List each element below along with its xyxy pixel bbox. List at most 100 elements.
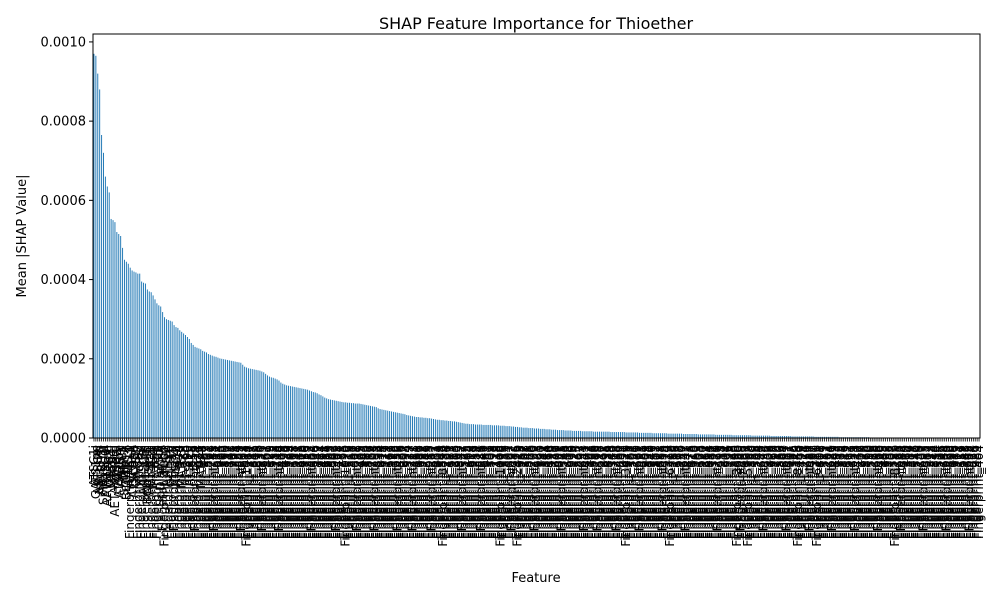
- bar-46: [179, 330, 181, 438]
- bar-147: [371, 406, 373, 438]
- x-tick-label: Fingerprint_436: [600, 445, 614, 539]
- bar-133: [345, 402, 347, 438]
- bar-112: [305, 389, 307, 438]
- bar-326: [713, 434, 715, 438]
- x-tick-label: Fingerprint_178: [173, 445, 187, 539]
- x-tick-label: Fingerprint_44: [272, 445, 286, 531]
- x-tick-label: Fingerprint_659: [846, 445, 860, 539]
- x-tick-label: Fingerprint_834: [928, 445, 942, 539]
- bar-283: [631, 432, 633, 438]
- x-tick-label: Fingerprint_438: [331, 445, 345, 539]
- bar-375: [806, 436, 808, 438]
- bar-261: [589, 431, 591, 438]
- bar-238: [545, 429, 547, 438]
- bar-202: [476, 424, 478, 438]
- x-tick-label: Fingerprint_347: [346, 445, 360, 539]
- x-tick-label: Fingerprint_559: [955, 445, 969, 539]
- bar-223: [516, 426, 518, 438]
- bar-354: [766, 435, 768, 438]
- bar-250: [568, 430, 570, 438]
- x-tick-label: Fingerprint_38: [802, 445, 816, 531]
- x-tick-label: Fingerprint_777: [852, 445, 866, 539]
- x-tick-label: Fingerprint_484: [896, 445, 910, 539]
- bar-253: [574, 430, 576, 438]
- x-tick-label: Fingerprint_515: [421, 445, 435, 539]
- bar-145: [368, 405, 370, 438]
- bar-293: [650, 432, 652, 438]
- bar-287: [639, 432, 640, 438]
- bar-279: [623, 432, 625, 438]
- x-tick-label: Fingerprint_141: [381, 445, 395, 539]
- y-axis-label: Mean |SHAP Value|: [15, 175, 30, 298]
- bar-20: [129, 267, 131, 438]
- bar-360: [778, 436, 780, 438]
- bar-143: [364, 404, 366, 438]
- x-tick-label: Fingerprint_700: [526, 445, 540, 539]
- bar-231: [532, 428, 534, 438]
- x-tick-label: GATS2i: [129, 445, 143, 488]
- x-tick-label: Fingerprint_907: [783, 445, 797, 539]
- x-tick-label: Fingerprint_696: [337, 445, 351, 539]
- bar-100: [282, 383, 284, 438]
- x-tick-label: Fingerprint_107: [884, 445, 898, 539]
- bar-45: [177, 327, 179, 438]
- bar-380: [816, 436, 818, 438]
- bar-269: [604, 431, 606, 438]
- x-tick-label: Fingerprint_203: [215, 445, 229, 539]
- x-tick-label: Fingerprint_404: [972, 445, 986, 539]
- x-tick-label: Fingerprint_949: [875, 445, 889, 539]
- bar-281: [627, 432, 629, 438]
- bar-2: [95, 55, 97, 439]
- x-tick-label: Fingerprint_790: [768, 445, 782, 539]
- x-tick-label: Fingerprint_679: [549, 445, 563, 539]
- bar-291: [646, 432, 648, 438]
- bar-249: [566, 430, 568, 438]
- bar-262: [591, 431, 593, 438]
- x-tick-label: Fingerprint_371: [377, 445, 391, 539]
- x-tick-label: Fingerprint_291: [844, 445, 858, 539]
- bar-21: [131, 270, 133, 438]
- bar-79: [242, 364, 244, 438]
- bar-90: [263, 372, 265, 438]
- bar-321: [703, 434, 705, 438]
- bar-89: [261, 371, 263, 438]
- x-tick-label: ATSC5i: [182, 445, 196, 487]
- x-tick-label: Fingerprint_241b: [510, 445, 524, 547]
- bar-193: [459, 422, 461, 438]
- x-tick-label: Fingerprint_788: [417, 445, 431, 539]
- x-tick-label: Fingerprint_718: [489, 445, 503, 539]
- x-tick-label: Fingerprint_55: [963, 445, 977, 531]
- x-tick-label: Fingerprint_616: [947, 445, 961, 539]
- bar-251: [570, 430, 572, 438]
- x-tick-label: Fingerprint_578: [924, 445, 938, 539]
- bar-135: [349, 402, 351, 438]
- x-tick-label: Fingerprint_119: [816, 445, 830, 539]
- bar-355: [768, 435, 770, 438]
- bar-310: [682, 434, 684, 438]
- x-tick-label: ATSC1pe: [112, 445, 126, 498]
- x-tick-label: Fingerprint_376: [308, 445, 322, 539]
- bar-92: [267, 375, 269, 438]
- x-tick-label: Fingerprint_344: [926, 445, 940, 539]
- x-tick-label: Fingerprint_866: [774, 445, 788, 539]
- x-tick-label: Fingerprint_811: [905, 445, 919, 539]
- x-tick-label: Fingerprint_298: [753, 445, 767, 539]
- bar-383: [822, 436, 824, 438]
- x-tick-label: Fingerprint_167: [623, 445, 637, 539]
- bar-356: [770, 436, 772, 438]
- x-tick-label: Fingerprint_449: [827, 445, 841, 539]
- x-tick-label: Fingerprint_620: [856, 445, 870, 539]
- x-tick-label: Fingerprint_738: [627, 445, 641, 539]
- bar-70: [225, 359, 227, 438]
- bar-171: [417, 417, 419, 438]
- bar-348: [755, 435, 757, 438]
- bar-226: [522, 427, 524, 438]
- bar-314: [690, 434, 692, 438]
- bar-316: [694, 434, 696, 438]
- bar-280: [625, 432, 627, 438]
- x-tick-label: Fingerprint_589: [970, 445, 984, 539]
- x-tick-label: Fingerprint_752: [690, 445, 704, 539]
- bar-88: [259, 370, 261, 438]
- x-tick-label: Fingerprint_95: [367, 445, 381, 531]
- bar-303: [669, 433, 671, 438]
